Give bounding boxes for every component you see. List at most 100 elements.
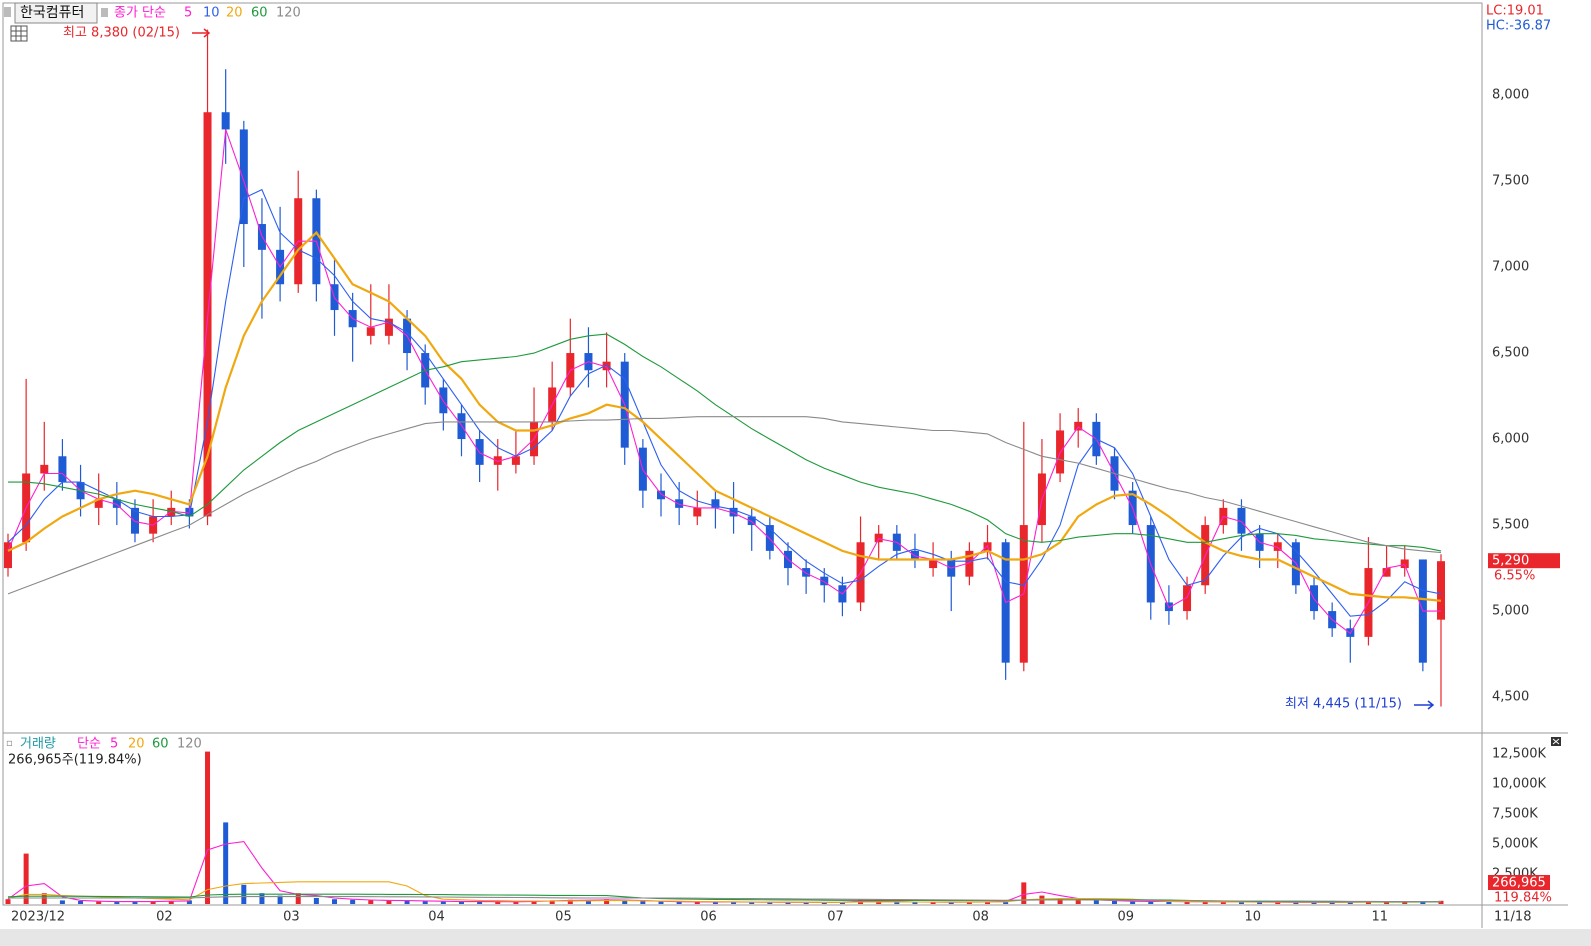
candle-body bbox=[366, 327, 375, 336]
volume-bar bbox=[731, 901, 737, 904]
volume-bar bbox=[404, 900, 410, 904]
volume-bar bbox=[1057, 897, 1063, 904]
volume-bar bbox=[5, 899, 11, 904]
volume-bar bbox=[1311, 902, 1317, 904]
y-tick-label: 6,000 bbox=[1492, 432, 1529, 447]
volume-bar bbox=[96, 901, 102, 904]
mark-layer bbox=[4, 29, 1445, 904]
candle-body bbox=[1437, 561, 1445, 620]
volume-bar bbox=[1365, 901, 1371, 904]
candle-body bbox=[1382, 568, 1391, 577]
candle-body bbox=[130, 507, 139, 534]
candle-body bbox=[747, 516, 756, 526]
volume-bar bbox=[1003, 900, 1009, 904]
volume-bar bbox=[1420, 901, 1426, 904]
volume-bar bbox=[567, 899, 573, 904]
candle-body bbox=[4, 542, 12, 569]
volume-bar bbox=[912, 902, 918, 904]
moving-average-line bbox=[7, 188, 1442, 617]
candle-body bbox=[910, 550, 919, 560]
x-tick-label: 05 bbox=[555, 910, 572, 925]
volume-bar bbox=[1184, 901, 1190, 904]
volume-bar bbox=[549, 900, 555, 904]
volume-tick-label: 12,500K bbox=[1492, 746, 1546, 761]
table-icon-frame bbox=[10, 25, 28, 42]
candle-body bbox=[167, 507, 176, 517]
legend-entry: 10 bbox=[203, 6, 220, 21]
price-legend-label: 종가 단순 bbox=[114, 6, 166, 21]
candle-body bbox=[675, 499, 684, 508]
chart-title: 한국컴퓨터 bbox=[20, 5, 84, 21]
volume-bar bbox=[1111, 900, 1117, 904]
candle-body bbox=[1183, 585, 1192, 612]
table-icon-lines bbox=[11, 26, 27, 41]
table-icon[interactable] bbox=[10, 25, 28, 42]
volume-bar bbox=[114, 901, 120, 904]
volume-bar bbox=[1075, 899, 1081, 904]
volume-bar bbox=[694, 901, 700, 904]
volume-bar bbox=[876, 901, 882, 904]
volume-bar bbox=[350, 899, 356, 904]
volume-bar bbox=[168, 900, 174, 904]
volume-bar bbox=[712, 902, 718, 904]
volume-legend-entry: 20 bbox=[128, 737, 145, 752]
y-tick-label: 5,500 bbox=[1492, 518, 1529, 533]
scrollbar[interactable] bbox=[0, 929, 1591, 946]
volume-info: 266,965주(119.84%) bbox=[8, 753, 142, 768]
candle-body bbox=[40, 464, 49, 474]
legend-icon bbox=[101, 8, 108, 17]
candle-body bbox=[602, 361, 611, 371]
volume-bar bbox=[1293, 902, 1299, 904]
volume-bar bbox=[1347, 902, 1353, 904]
x-tick-label: 07 bbox=[827, 910, 844, 925]
x-tick-label: 09 bbox=[1117, 910, 1134, 925]
high-annotation: 최고 8,380 (02/15) bbox=[63, 26, 180, 41]
candle-body bbox=[729, 507, 738, 517]
candle-body bbox=[221, 112, 230, 130]
volume-bar bbox=[223, 822, 229, 904]
candle-body bbox=[820, 576, 829, 586]
x-tick-label: 03 bbox=[283, 910, 300, 925]
volume-bar bbox=[277, 895, 283, 904]
volume-bar bbox=[422, 900, 428, 904]
moving-average-line bbox=[8, 333, 1442, 552]
candle-body bbox=[239, 129, 248, 225]
volume-bar bbox=[295, 893, 301, 904]
candle-body bbox=[511, 456, 520, 465]
volume-average-line bbox=[7, 881, 1442, 903]
close-button[interactable] bbox=[1551, 737, 1561, 746]
volume-bar bbox=[1402, 902, 1408, 904]
volume-bar bbox=[1021, 882, 1027, 904]
volume-bar bbox=[985, 901, 991, 904]
x-tick-label: 2023/12 bbox=[11, 910, 65, 925]
volume-bar bbox=[966, 902, 972, 904]
change-label: 6.55% bbox=[1494, 569, 1535, 584]
volume-bar bbox=[313, 897, 319, 904]
close-button-x bbox=[1552, 738, 1560, 745]
volume-bar bbox=[1093, 900, 1099, 904]
volume-bar bbox=[59, 900, 65, 904]
volume-bar bbox=[604, 899, 610, 904]
x-tick-label: 02 bbox=[156, 910, 173, 925]
volume-bar bbox=[640, 900, 646, 904]
volume-bar bbox=[150, 901, 156, 904]
volume-average-line bbox=[8, 896, 1441, 903]
volume-legend-entry: 60 bbox=[152, 737, 169, 752]
x-tick-label: 04 bbox=[428, 910, 445, 925]
volume-legend-entry: 5 bbox=[110, 737, 118, 752]
volume-tick-label: 10,000K bbox=[1492, 776, 1546, 791]
title-box[interactable] bbox=[14, 2, 98, 24]
volume-bar bbox=[41, 893, 47, 904]
y-tick-label: 7,000 bbox=[1492, 260, 1529, 275]
candle-body bbox=[802, 568, 811, 577]
candle-body bbox=[94, 499, 103, 508]
volume-bar bbox=[1202, 901, 1208, 904]
volume-bar bbox=[1220, 901, 1226, 904]
lc-label: LC:19.01 bbox=[1486, 4, 1544, 19]
volume-bar bbox=[785, 902, 791, 904]
candle-body bbox=[1273, 542, 1282, 551]
y-tick-label: 6,500 bbox=[1492, 346, 1529, 361]
y-tick-label: 4,500 bbox=[1492, 690, 1529, 705]
